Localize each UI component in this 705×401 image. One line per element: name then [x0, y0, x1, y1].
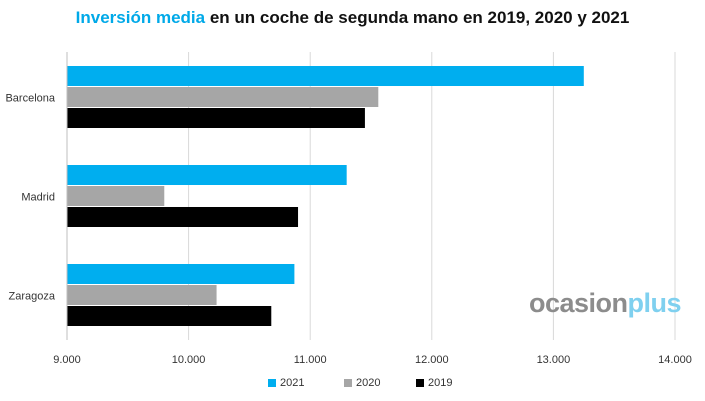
legend-swatch-2020 [344, 379, 352, 387]
bar-madrid-2021 [67, 165, 347, 185]
legend-swatch-2021 [268, 379, 276, 387]
bar-madrid-2020 [67, 186, 165, 206]
chart-title: Inversión media en un coche de segunda m… [0, 8, 705, 28]
bar-madrid-2019 [67, 207, 299, 227]
bar-zaragoza-2019 [67, 306, 272, 326]
bar-barcelona-2019 [67, 108, 365, 128]
x-tick-label: 12.000 [415, 354, 449, 366]
legend-swatch-2019 [416, 379, 424, 387]
legend-label-2021: 2021 [280, 377, 305, 389]
category-label: Zaragoza [9, 291, 56, 303]
category-label: Madrid [21, 192, 55, 204]
bar-barcelona-2020 [67, 87, 379, 107]
chart-title-rest: en un coche de segunda mano en 2019, 202… [205, 8, 630, 27]
logo-text-part2: plus [627, 288, 682, 318]
x-tick-label: 11.000 [294, 354, 327, 366]
x-tick-label: 10.000 [172, 354, 206, 366]
logo-text-part1: ocasion [529, 288, 628, 318]
bar-zaragoza-2021 [67, 264, 295, 284]
x-tick-label: 13.000 [537, 354, 571, 366]
legend-item-2020: 2020 [344, 377, 380, 389]
legend-item-2019: 2019 [416, 377, 452, 389]
bar-zaragoza-2020 [67, 285, 217, 305]
bar-barcelona-2021 [67, 66, 584, 86]
legend-item-2021: 2021 [268, 377, 304, 389]
legend-label-2019: 2019 [428, 377, 453, 389]
chart-title-highlight: Inversión media [75, 8, 206, 27]
category-label: Barcelona [5, 93, 55, 105]
legend-label-2020: 2020 [356, 377, 381, 389]
x-tick-label: 9.000 [53, 354, 81, 366]
x-tick-label: 14.000 [658, 354, 692, 366]
ocasionplus-logo: ocasionplus [529, 288, 682, 319]
